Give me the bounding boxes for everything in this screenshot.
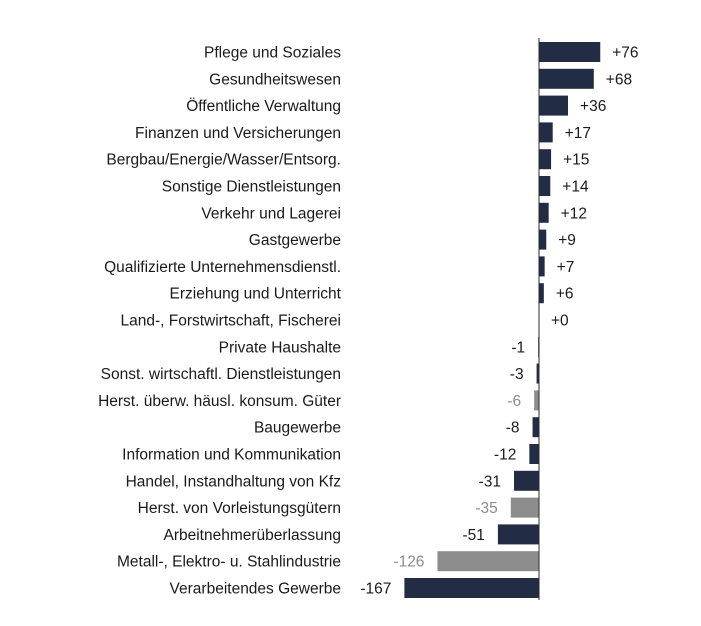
bar-bergbau-energie-wasser-entsorg: [539, 149, 552, 170]
value-label-herst-von-vorleistungsguetern: -35: [475, 500, 497, 517]
value-label-herst-ueberw-haeusl-konsum-gueter: -6: [507, 393, 521, 410]
value-label-metall-elektro-u-stahlindustrie: -126: [393, 554, 424, 571]
bar-sonstige-dienstleistungen: [539, 176, 551, 196]
value-label-handel-instandhaltung-von-kfz: -31: [479, 473, 501, 490]
value-label-arbeitnehmerueberlassung: -51: [462, 527, 484, 544]
value-label-bergbau-energie-wasser-entsorg: +15: [563, 152, 589, 169]
category-label-sonst-wirtschaftl-dienstleistungen: Sonst. wirtschaftl. Dienstleistungen: [101, 366, 341, 383]
category-label-sonstige-dienstleistungen: Sonstige Dienstleistungen: [162, 179, 341, 196]
category-label-baugewerbe: Baugewerbe: [254, 420, 341, 437]
category-label-qualifizierte-unternehmensdienstl: Qualifizierte Unternehmensdienstl.: [104, 259, 341, 276]
category-label-private-haushalte: Private Haushalte: [219, 339, 341, 356]
value-label-pflege-und-soziales: +76: [612, 45, 638, 62]
value-label-baugewerbe: -8: [506, 420, 520, 437]
category-label-erziehung-und-unterricht: Erziehung und Unterricht: [170, 286, 342, 303]
bars-group: [404, 42, 601, 598]
value-label-verkehr-und-lagerei: +12: [561, 205, 587, 222]
category-label-herst-ueberw-haeusl-konsum-gueter: Herst. überw. häusl. konsum. Güter: [98, 393, 341, 410]
category-label-land-forstwirtschaft-fischerei: Land-, Forstwirtschaft, Fischerei: [120, 313, 341, 330]
value-label-gastgewerbe: +9: [558, 232, 576, 249]
bar-herst-ueberw-haeusl-konsum-gueter: [534, 390, 539, 411]
value-label-finanzen-und-versicherungen: +17: [565, 125, 591, 142]
bar-baugewerbe: [532, 417, 539, 438]
bar-oeffentliche-verwaltung: [539, 95, 569, 116]
value-label-private-haushalte: -1: [511, 339, 525, 356]
bar-verarbeitendes-gewerbe: [404, 578, 539, 598]
bar-pflege-und-soziales: [539, 42, 601, 62]
category-label-verkehr-und-lagerei: Verkehr und Lagerei: [201, 205, 341, 222]
bar-erziehung-und-unterricht: [539, 283, 544, 304]
bar-finanzen-und-versicherungen: [539, 122, 553, 143]
bar-gastgewerbe: [539, 229, 547, 250]
category-label-herst-von-vorleistungsguetern: Herst. von Vorleistungsgütern: [138, 500, 341, 517]
category-label-oeffentliche-verwaltung: Öffentliche Verwaltung: [186, 97, 341, 115]
value-label-qualifizierte-unternehmensdienstl: +7: [557, 259, 575, 276]
value-label-sonstige-dienstleistungen: +14: [562, 179, 589, 196]
bar-verkehr-und-lagerei: [539, 202, 549, 223]
category-label-gastgewerbe: Gastgewerbe: [249, 232, 341, 249]
category-label-bergbau-energie-wasser-entsorg: Bergbau/Energie/Wasser/Entsorg.: [106, 152, 341, 169]
value-label-erziehung-und-unterricht: +6: [556, 286, 574, 303]
bar-metall-elektro-u-stahlindustrie: [437, 551, 539, 572]
bar-qualifizierte-unternehmensdienstl: [539, 256, 545, 277]
bar-sonst-wirtschaftl-dienstleistungen: [536, 363, 539, 384]
value-label-gesundheitswesen: +68: [606, 71, 632, 88]
category-label-gesundheitswesen: Gesundheitswesen: [209, 71, 341, 88]
category-label-pflege-und-soziales: Pflege und Soziales: [204, 45, 341, 62]
category-label-metall-elektro-u-stahlindustrie: Metall-, Elektro- u. Stahlindustrie: [117, 554, 341, 571]
value-label-land-forstwirtschaft-fischerei: +0: [551, 313, 569, 330]
bar-handel-instandhaltung-von-kfz: [514, 470, 539, 491]
bar-information-und-kommunikation: [529, 444, 539, 464]
category-label-verarbeitendes-gewerbe: Verarbeitendes Gewerbe: [170, 581, 341, 598]
category-label-information-und-kommunikation: Information und Kommunikation: [122, 447, 341, 464]
value-labels-group: +76 +68+36 +17 +15 +14 +12 +9 +7 +6 +0 -1 -3 -6 -8 -12…: [360, 45, 638, 598]
value-label-oeffentliche-verwaltung: +36: [580, 98, 606, 115]
value-label-verarbeitendes-gewerbe: -167: [360, 581, 391, 598]
category-label-handel-instandhaltung-von-kfz: Handel, Instandhaltung von Kfz: [126, 473, 341, 490]
category-label-finanzen-und-versicherungen: Finanzen und Versicherungen: [135, 125, 341, 142]
value-label-information-und-kommunikation: -12: [494, 447, 516, 464]
bar-arbeitnehmerueberlassung: [497, 524, 539, 545]
bar-gesundheitswesen: [539, 68, 594, 89]
value-label-sonst-wirtschaftl-dienstleistungen: -3: [510, 366, 524, 383]
bar-herst-von-vorleistungsguetern: [510, 497, 539, 518]
category-label-arbeitnehmerueberlassung: Arbeitnehmerüberlassung: [164, 527, 342, 544]
labels-group: Pflege und Soziales Gesundheitswesen Öffen…: [98, 45, 342, 598]
